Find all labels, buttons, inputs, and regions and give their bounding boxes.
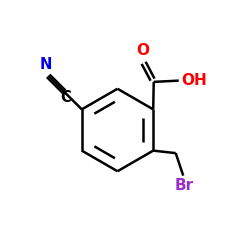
- Text: C: C: [61, 90, 72, 105]
- Text: Br: Br: [175, 178, 194, 193]
- Text: OH: OH: [182, 73, 208, 88]
- Text: N: N: [40, 57, 52, 72]
- Text: O: O: [136, 43, 149, 58]
